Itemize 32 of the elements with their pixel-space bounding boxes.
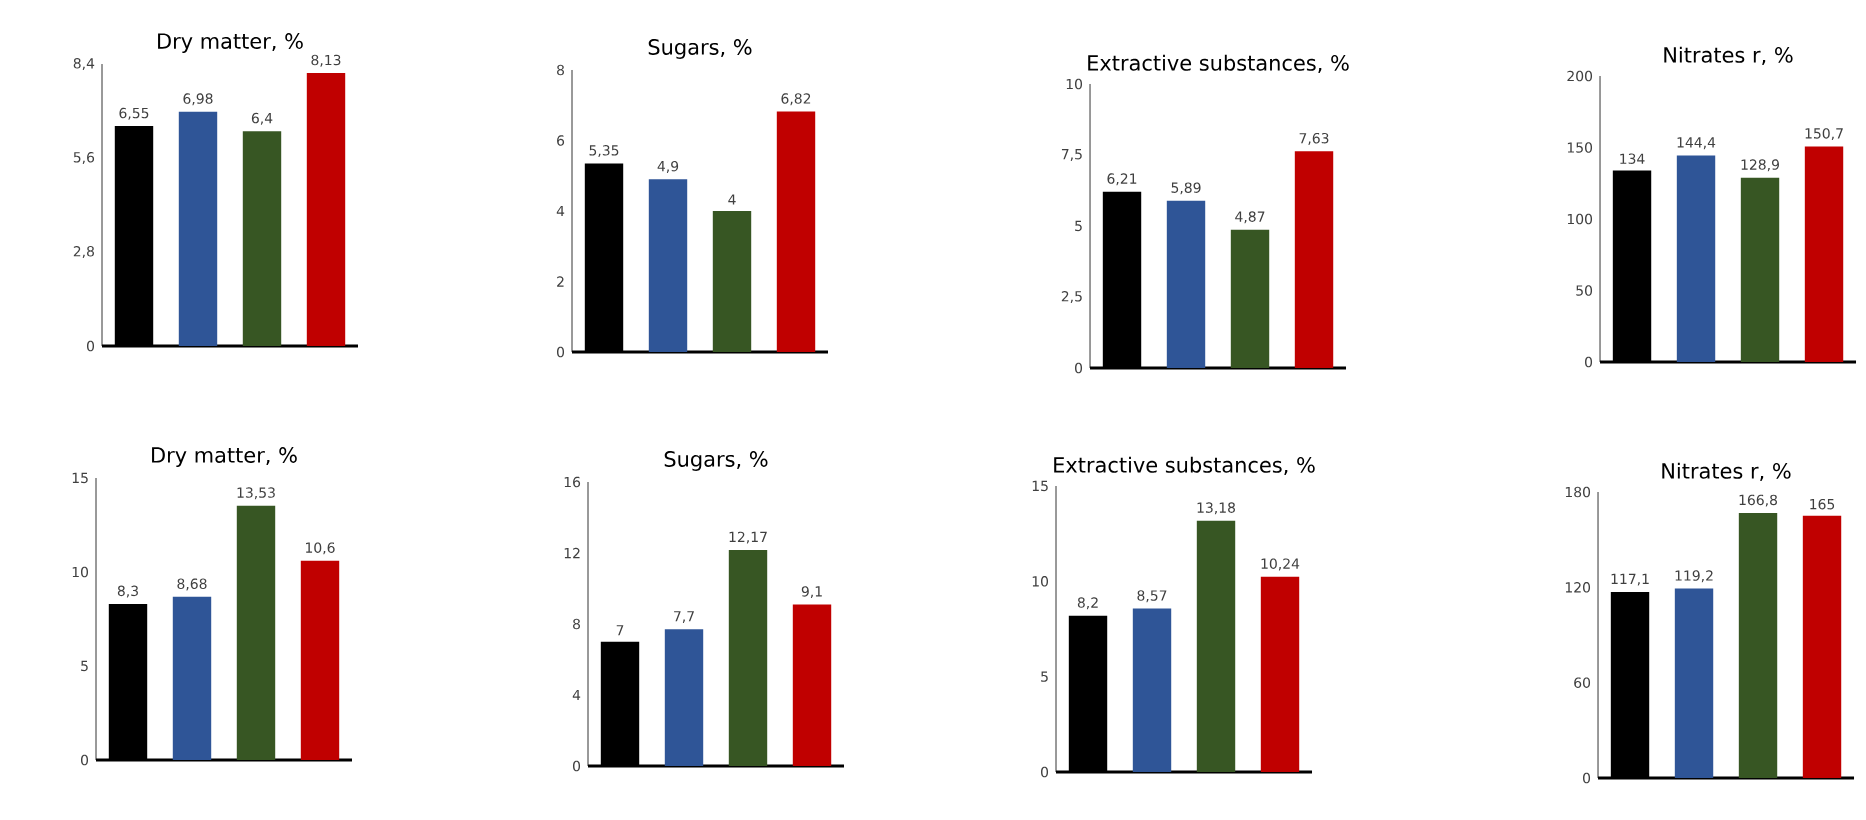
bar	[1676, 155, 1716, 362]
bar	[236, 505, 276, 760]
bar	[1260, 576, 1300, 772]
chart-title: Sugars, %	[648, 39, 752, 59]
bar	[1740, 177, 1780, 362]
chart-title: Sugars, %	[664, 451, 768, 471]
bar	[242, 131, 282, 346]
bar	[664, 629, 704, 766]
chart-title: Nitrates r, %	[1662, 462, 1791, 481]
bar	[1196, 520, 1236, 772]
bar	[1738, 512, 1778, 778]
chart-title: Dry matter, %	[158, 33, 303, 53]
bar	[792, 604, 832, 766]
bar	[648, 179, 688, 352]
chart-title: Dry matter, %	[152, 447, 297, 467]
chart-title: Extractive substances, %	[1054, 456, 1315, 475]
bar	[1230, 229, 1270, 368]
bar	[300, 560, 340, 760]
bar	[1802, 515, 1842, 778]
bar	[728, 549, 768, 766]
bar	[1294, 151, 1334, 368]
bar	[1804, 146, 1844, 362]
bar	[178, 111, 218, 346]
bar	[1132, 608, 1172, 772]
bar	[1674, 588, 1714, 778]
bar	[1166, 200, 1206, 368]
chart-title: Nitrates r, %	[1664, 46, 1793, 65]
chart-title: Extractive substances, %	[1088, 54, 1349, 73]
bar	[306, 73, 346, 346]
bar	[712, 210, 752, 352]
bar	[776, 111, 816, 352]
bar	[172, 596, 212, 760]
